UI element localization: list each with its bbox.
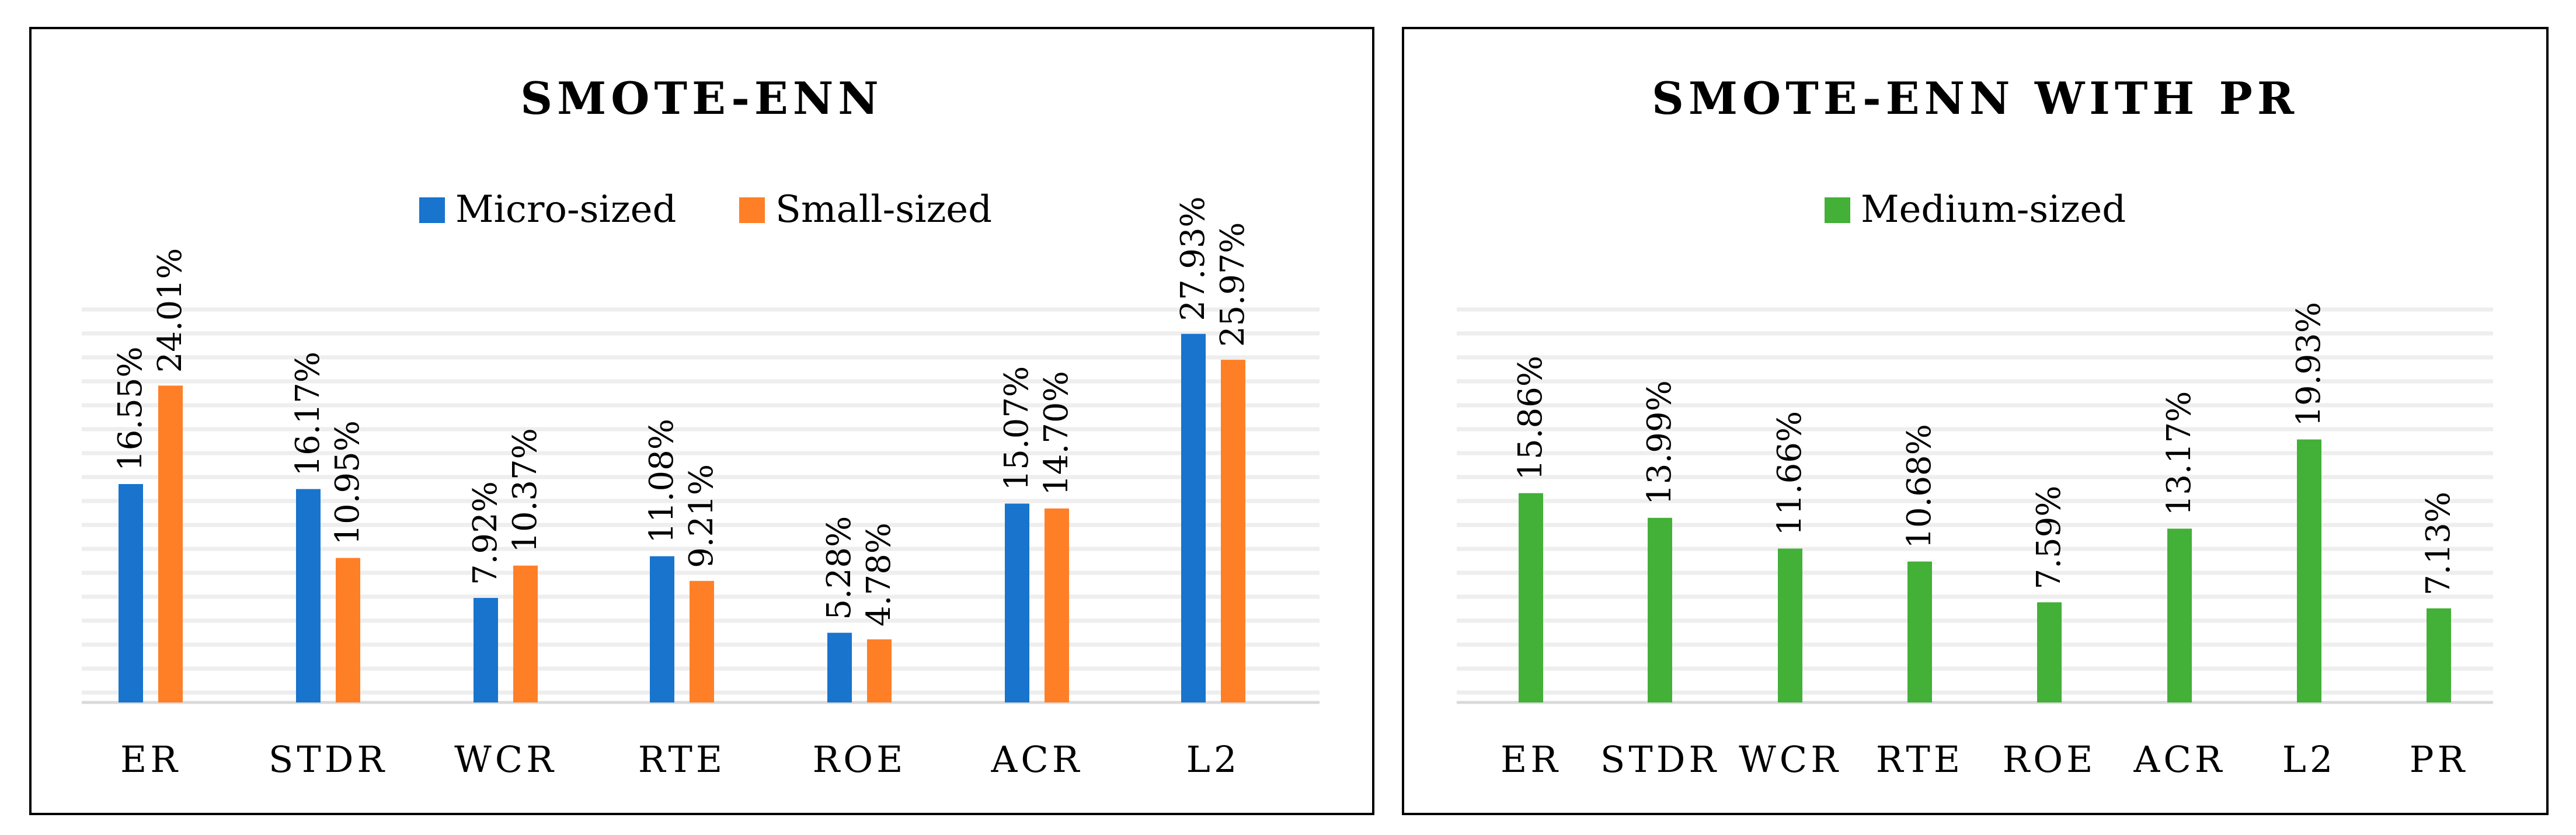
x-tick-label: STDR: [269, 738, 388, 781]
x-tick-label: RTE: [1876, 738, 1964, 781]
legend-label-small: Small-sized: [775, 188, 992, 231]
bar-er-small-sized: [158, 385, 183, 702]
bar-er-medium-sized: [1519, 493, 1543, 702]
x-tick-label: ER: [1501, 738, 1561, 781]
left-chart-frame: [29, 27, 1374, 815]
legend-swatch-small: [739, 197, 765, 223]
data-label: 16.17%: [289, 352, 327, 476]
x-tick-label: STDR: [1600, 738, 1719, 781]
x-tick-label: WCR: [1739, 738, 1842, 781]
right-chart-frame: [1402, 27, 2549, 815]
data-label: 19.93%: [2290, 302, 2328, 427]
left-chart-panel: SMOTE-ENN Micro-sized Small-sized 16.55%…: [29, 27, 1374, 815]
left-bars: 16.55%24.01% 16.17%10.95% 7.92% 10.37% 11.08…: [112, 196, 1252, 702]
data-label: 11.08%: [643, 419, 681, 544]
data-label: 4.78%: [860, 523, 898, 627]
x-tick-label: PR: [2410, 738, 2468, 781]
x-tick-label: RTE: [638, 738, 726, 781]
bar-er-micro-sized: [119, 483, 143, 702]
data-label: 13.17%: [2160, 391, 2198, 516]
x-tick-label: ACR: [2133, 738, 2226, 781]
bar-stdr-micro-sized: [296, 489, 321, 702]
data-label: 24.01%: [151, 248, 189, 373]
bar-roe-medium-sized: [2037, 602, 2062, 702]
data-label: 7.13%: [2420, 492, 2457, 596]
bar-roe-micro-sized: [827, 632, 852, 702]
bar-stdr-medium-sized: [1648, 517, 1672, 702]
data-label: 7.92%: [467, 481, 504, 585]
data-label: 7.59%: [2030, 486, 2068, 590]
bar-rte-medium-sized: [1907, 561, 1932, 702]
legend-label-medium: Medium-sized: [1861, 188, 2126, 231]
bar-acr-medium-sized: [2167, 528, 2192, 702]
bar-pr-medium-sized: [2427, 608, 2451, 702]
left-legend: Micro-sized Small-sized: [419, 188, 992, 231]
legend-swatch-medium: [1825, 197, 1850, 223]
data-label: 15.07%: [998, 366, 1036, 491]
bar-wcr-medium-sized: [1778, 548, 1802, 702]
bar-rte-micro-sized: [650, 556, 674, 702]
bar-l2-medium-sized: [2297, 439, 2321, 702]
data-label: 5.28%: [820, 516, 858, 620]
bar-rte-small-sized: [690, 580, 714, 702]
data-label: 10.95%: [329, 420, 367, 545]
left-chart-title: SMOTE-ENN: [520, 72, 883, 124]
right-legend: Medium-sized: [1825, 188, 2126, 231]
legend-label-micro: Micro-sized: [455, 188, 676, 231]
x-tick-label: L2: [1186, 738, 1241, 781]
data-label: 9.21%: [683, 464, 720, 568]
data-label: 27.93%: [1174, 196, 1212, 321]
bar-stdr-small-sized: [336, 558, 360, 702]
right-gridlines: [1457, 307, 2493, 704]
legend-swatch-micro: [419, 197, 445, 223]
x-tick-label: ROE: [813, 738, 907, 781]
data-label: 16.55%: [112, 346, 149, 471]
right-chart-panel: SMOTE-ENN WITH PR Medium-sized 15.86% 13.…: [1402, 27, 2549, 815]
data-label: 14.70%: [1038, 371, 1075, 496]
data-label: 10.68%: [1900, 424, 1938, 549]
data-label: 10.37%: [506, 428, 544, 553]
x-tick-label: ROE: [2003, 738, 2097, 781]
x-tick-label: WCR: [454, 738, 557, 781]
bar-l2-small-sized: [1221, 360, 1245, 702]
right-bars: 15.86% 13.99% 11.66% 10.68% 7.59% 13.17% 19.93…: [1512, 302, 2457, 702]
left-tick-labels: ER STDR WCR RTE ROE ACR L2: [120, 738, 1241, 781]
x-tick-label: ACR: [991, 738, 1083, 781]
data-label: 13.99%: [1641, 380, 1679, 505]
data-label: 11.66%: [1771, 411, 1809, 536]
bar-roe-small-sized: [867, 639, 892, 702]
right-chart-title: SMOTE-ENN WITH PR: [1652, 72, 2299, 124]
bar-l2-micro-sized: [1181, 333, 1206, 702]
data-label: 15.86%: [1512, 356, 1550, 481]
right-tick-labels: ER STDR WCR RTE ROE ACR L2 PR: [1501, 738, 2468, 781]
bar-acr-small-sized: [1045, 508, 1069, 702]
bar-acr-micro-sized: [1005, 503, 1029, 702]
x-tick-label: L2: [2282, 738, 2337, 781]
bar-wcr-micro-sized: [474, 598, 498, 702]
bar-wcr-small-sized: [513, 565, 538, 702]
data-label: 25.97%: [1214, 222, 1252, 347]
x-tick-label: ER: [120, 738, 181, 781]
